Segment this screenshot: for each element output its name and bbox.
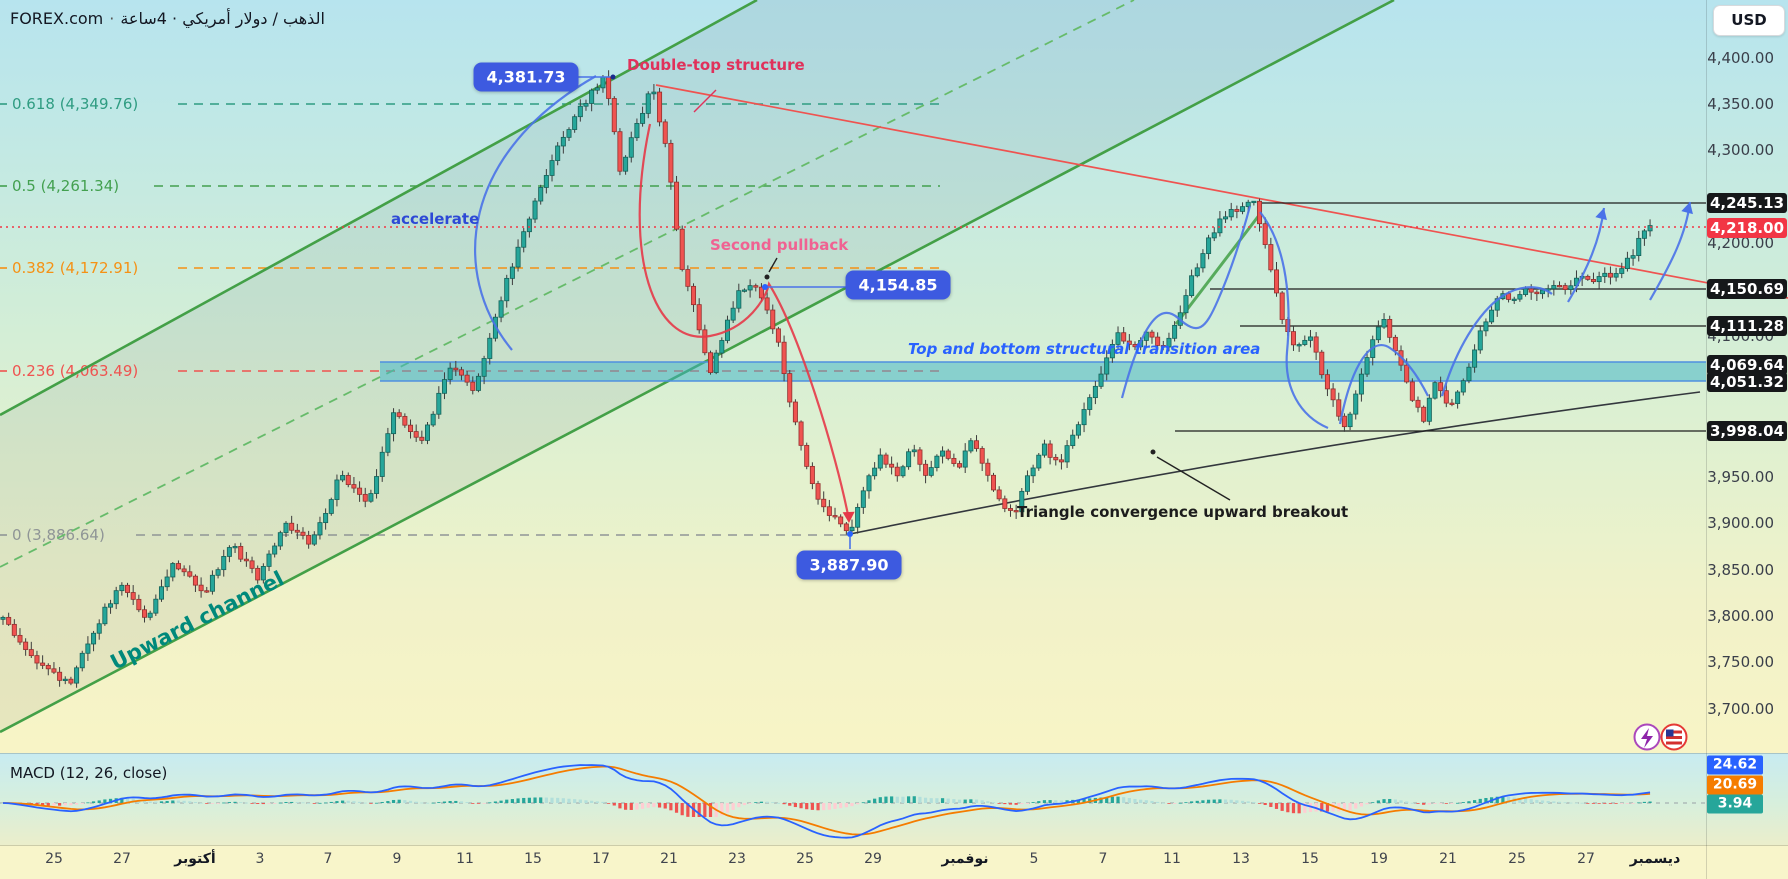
time-axis-label[interactable]: 5 <box>1029 851 1039 867</box>
macd-indicator-label[interactable]: MACD (12, 26, close) <box>10 764 168 782</box>
time-axis-label[interactable]: أكتوبر <box>174 851 216 867</box>
price-axis-divider[interactable] <box>1706 0 1707 879</box>
price-callout-4154[interactable]: 4,154.85 <box>845 270 951 300</box>
channel-trendline[interactable] <box>0 0 758 417</box>
time-axis-label[interactable]: ديسمبر <box>1629 851 1681 867</box>
anchor-dot <box>610 74 616 80</box>
blue-annotation-curve[interactable] <box>1338 344 1429 425</box>
candlestick-series <box>0 70 1653 688</box>
fib-level-label: 0.236 (4,063.49) <box>12 362 138 380</box>
time-axis-label[interactable]: 13 <box>1232 851 1250 867</box>
fib-level-label: 0 (3,886.64) <box>12 526 105 544</box>
anchor-dot <box>1150 449 1156 455</box>
price-level-badge: 4,245.13 <box>1707 193 1787 213</box>
chart-corner-icons <box>1633 723 1688 751</box>
time-axis-label[interactable]: 19 <box>1370 851 1388 867</box>
time-axis-label[interactable]: 29 <box>864 851 882 867</box>
annotation-pointer-line <box>1156 456 1231 501</box>
annotation-pointer-line <box>768 257 778 273</box>
price-axis-label: 4,350.00 <box>1707 95 1774 113</box>
price-axis-label: 3,700.00 <box>1707 700 1774 718</box>
blue-annotation-curve[interactable] <box>1259 211 1329 430</box>
red-pullback-curve[interactable] <box>638 123 851 521</box>
blue-arrowhead-icon <box>1595 208 1607 221</box>
blue-annotation-curve[interactable] <box>1440 286 1553 397</box>
fib-level-label: 0.5 (4,261.34) <box>12 177 119 195</box>
price-axis-label: 3,950.00 <box>1707 468 1774 486</box>
time-axis-label[interactable]: 25 <box>1508 851 1526 867</box>
lightning-badge-icon[interactable] <box>1633 723 1661 751</box>
price-axis-label: 3,900.00 <box>1707 514 1774 532</box>
time-axis-label[interactable]: نوفمبر <box>941 851 989 867</box>
descending-resistance-line[interactable] <box>655 84 1788 299</box>
current-price-badge: 4,218.00 <box>1707 218 1787 238</box>
currency-toggle[interactable]: USD <box>1713 5 1785 36</box>
anchor-dot <box>847 531 853 537</box>
price-level-badge: 4,150.69 <box>1707 279 1787 299</box>
price-axis-label: 3,750.00 <box>1707 653 1774 671</box>
annotation-double-top[interactable]: Double-top structure <box>627 56 805 74</box>
macd-value-badge: 3.94 <box>1707 794 1763 814</box>
us-flag-icon[interactable] <box>1660 723 1688 751</box>
time-axis-label[interactable]: 21 <box>1439 851 1457 867</box>
price-axis-label: 3,850.00 <box>1707 561 1774 579</box>
time-axis-label[interactable]: 15 <box>1301 851 1319 867</box>
blue-arrowhead-icon <box>1681 202 1693 215</box>
time-axis-label[interactable]: 7 <box>1098 851 1108 867</box>
price-axis-label: 4,300.00 <box>1707 141 1774 159</box>
time-axis-label[interactable]: 9 <box>392 851 402 867</box>
price-axis-label: 4,400.00 <box>1707 49 1774 67</box>
time-axis-label[interactable]: 15 <box>524 851 542 867</box>
anchor-dot <box>764 274 770 280</box>
blue-annotation-curve[interactable] <box>1567 207 1606 303</box>
fib-level-label: 0.382 (4,172.91) <box>12 259 138 277</box>
instrument-name[interactable]: الذهب / دولار أمريكي · 4ساعة <box>120 9 325 28</box>
time-axis-label[interactable]: 11 <box>456 851 474 867</box>
time-axis-background <box>0 845 1788 879</box>
price-axis-label: 4,200.00 <box>1707 234 1774 252</box>
price-level-badge: 4,111.28 <box>1707 316 1787 336</box>
price-callout-4381[interactable]: 4,381.73 <box>473 62 579 92</box>
time-axis-label[interactable]: 27 <box>113 851 131 867</box>
time-axis-label[interactable]: 27 <box>1577 851 1595 867</box>
time-axis-label[interactable]: 7 <box>323 851 333 867</box>
symbol-title[interactable]: FOREX.com · الذهب / دولار أمريكي · 4ساعة <box>10 9 325 28</box>
short-green-trendline[interactable] <box>1174 213 1262 325</box>
annotation-transition-area[interactable]: Top and bottom structural transition are… <box>908 340 1261 358</box>
time-axis-label[interactable]: 3 <box>255 851 265 867</box>
title-separator: · <box>109 9 115 28</box>
price-level-badge: 4,069.64 <box>1707 355 1787 375</box>
price-callout-3887[interactable]: 3,887.90 <box>796 550 902 580</box>
macd-value-badge: 24.62 <box>1707 755 1763 775</box>
fib-level-label: 0.618 (4,349.76) <box>12 95 138 113</box>
price-level-badge: 4,051.32 <box>1707 372 1787 392</box>
price-axis-label: 3,800.00 <box>1707 607 1774 625</box>
blue-annotation-curve[interactable] <box>474 75 597 351</box>
macd-value-badge: 20.69 <box>1707 775 1763 795</box>
time-axis-label[interactable]: 25 <box>796 851 814 867</box>
symbol-name[interactable]: FOREX.com <box>10 9 104 28</box>
annotation-pointer-line <box>693 89 717 113</box>
macd-plot <box>0 764 1706 839</box>
transition-zone-band[interactable] <box>380 362 1706 381</box>
triangle-support-line[interactable] <box>849 391 1701 535</box>
anchor-dot <box>762 284 768 290</box>
annotation-triangle-breakout[interactable]: Triangle convergence upward breakout <box>1017 503 1349 521</box>
time-axis-label[interactable]: 17 <box>592 851 610 867</box>
blue-annotation-curve[interactable] <box>1120 205 1252 399</box>
blue-annotation-curve[interactable] <box>1649 201 1692 301</box>
time-axis-label[interactable]: 23 <box>728 851 746 867</box>
time-axis-label[interactable]: 21 <box>660 851 678 867</box>
annotation-accelerate[interactable]: accelerate <box>391 210 480 228</box>
annotation-second-pullback[interactable]: Second pullback <box>710 236 849 254</box>
macd-timeaxis-divider <box>0 845 1788 846</box>
time-axis-label[interactable]: 25 <box>45 851 63 867</box>
chart-macd-divider <box>0 753 1788 754</box>
time-axis-label[interactable]: 11 <box>1163 851 1181 867</box>
red-arrowhead-icon <box>842 511 855 523</box>
channel-midline[interactable] <box>0 0 1135 568</box>
price-level-badge: 3,998.04 <box>1707 421 1787 441</box>
